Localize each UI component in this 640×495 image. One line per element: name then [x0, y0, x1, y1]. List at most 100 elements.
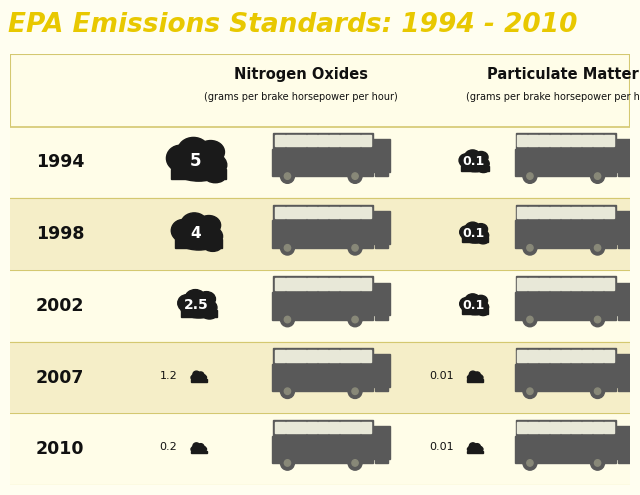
Ellipse shape [171, 149, 227, 181]
Bar [285, 135, 296, 147]
Bar [296, 279, 307, 290]
Bar [272, 436, 374, 463]
Bar [296, 350, 307, 362]
Circle shape [527, 460, 533, 466]
Circle shape [591, 169, 605, 183]
Ellipse shape [465, 294, 480, 307]
Bar [561, 350, 570, 362]
Bar [273, 348, 374, 364]
Bar [275, 279, 285, 290]
Circle shape [591, 384, 605, 398]
Bar [361, 279, 371, 290]
Bar [593, 422, 603, 433]
Circle shape [280, 312, 294, 327]
Bar [528, 350, 538, 362]
Ellipse shape [461, 228, 489, 243]
Bar [375, 459, 388, 463]
Bar [618, 459, 630, 463]
Bar [275, 135, 285, 147]
Bar [572, 279, 581, 290]
Text: 0.1: 0.1 [463, 227, 484, 240]
Ellipse shape [191, 445, 207, 453]
Bar [515, 292, 616, 320]
Circle shape [595, 173, 601, 179]
Bar [618, 244, 630, 248]
Text: 2007: 2007 [36, 369, 84, 387]
Bar [516, 133, 616, 148]
Bar [375, 244, 388, 248]
Bar [318, 135, 328, 147]
Bar [539, 422, 549, 433]
Bar [272, 220, 374, 248]
Circle shape [527, 316, 533, 323]
Bar [516, 348, 616, 364]
Ellipse shape [204, 242, 221, 251]
Bar [351, 350, 360, 362]
Bar [10, 270, 630, 342]
Bar [191, 451, 207, 453]
Circle shape [348, 312, 362, 327]
Bar [375, 315, 388, 320]
Ellipse shape [474, 224, 488, 235]
Bar [572, 422, 581, 433]
Circle shape [284, 245, 291, 251]
Ellipse shape [185, 290, 205, 307]
Bar [318, 207, 328, 218]
Bar [296, 422, 307, 433]
Ellipse shape [191, 374, 207, 382]
Bar [375, 172, 388, 176]
Text: 4: 4 [191, 226, 201, 241]
Bar [582, 279, 592, 290]
Bar [618, 172, 630, 176]
Bar [285, 207, 296, 218]
Circle shape [284, 173, 291, 179]
Bar [340, 422, 349, 433]
Text: Nitrogen Oxides: Nitrogen Oxides [234, 67, 367, 82]
Bar [272, 292, 374, 320]
Bar [582, 135, 592, 147]
Text: 5: 5 [189, 152, 201, 170]
Bar [582, 207, 592, 218]
Bar [318, 422, 328, 433]
Bar [618, 387, 630, 391]
Bar [10, 127, 630, 198]
Text: 0.01: 0.01 [429, 442, 454, 452]
Bar [361, 422, 371, 433]
Bar [10, 342, 630, 413]
Bar [550, 135, 560, 147]
Bar [180, 310, 217, 317]
Bar [329, 350, 339, 362]
Text: 0.2: 0.2 [159, 442, 177, 452]
Circle shape [352, 316, 358, 323]
Bar [285, 422, 296, 433]
Text: 1.2: 1.2 [159, 371, 177, 381]
Circle shape [591, 456, 605, 470]
Bar [616, 139, 632, 172]
Ellipse shape [474, 151, 488, 163]
Bar [517, 207, 527, 218]
Circle shape [523, 169, 537, 183]
Bar [550, 350, 560, 362]
Circle shape [352, 173, 358, 179]
Bar [539, 279, 549, 290]
Bar [307, 135, 317, 147]
Ellipse shape [198, 444, 204, 449]
Bar [550, 422, 560, 433]
Bar [517, 279, 527, 290]
Ellipse shape [178, 138, 209, 164]
Bar [604, 279, 614, 290]
Bar [561, 422, 570, 433]
Circle shape [280, 241, 294, 255]
Bar [582, 422, 592, 433]
Bar [273, 420, 374, 436]
Circle shape [348, 169, 362, 183]
Bar [528, 422, 538, 433]
Circle shape [352, 388, 358, 395]
Text: 2010: 2010 [36, 440, 84, 458]
Bar [171, 169, 227, 179]
Bar [374, 283, 390, 315]
Circle shape [595, 460, 601, 466]
Bar [616, 426, 632, 459]
Bar [604, 207, 614, 218]
Bar [539, 207, 549, 218]
